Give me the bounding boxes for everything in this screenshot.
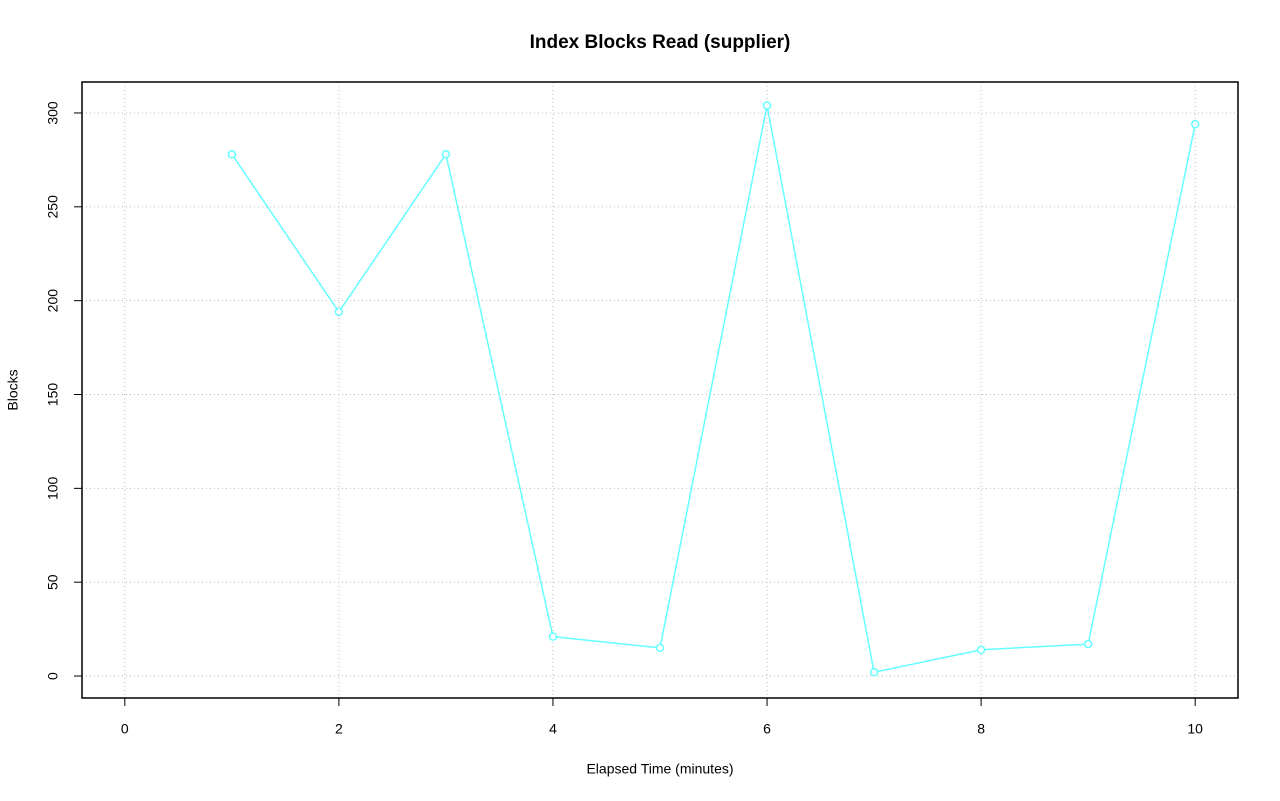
x-tick-label: 10 [1187,721,1203,737]
data-point [655,643,665,653]
data-point [869,668,879,677]
y-tick-label: 100 [45,476,61,500]
y-tick-label: 200 [45,289,61,313]
x-tick-label: 0 [121,721,129,737]
x-axis-label: Elapsed Time (minutes) [586,761,733,777]
data-line [231,105,1196,674]
y-tick-label: 0 [45,672,61,680]
data-point [441,150,451,159]
data-point [227,150,237,159]
x-tick-label: 2 [335,721,343,737]
data-point [976,645,986,655]
y-tick-label: 150 [45,383,61,407]
y-tick-label: 250 [45,195,61,219]
data-point [1083,639,1093,649]
data-point [548,632,558,641]
data-point [762,101,772,110]
x-tick-label: 6 [763,721,771,737]
data-point [334,307,344,317]
y-tick-label: 300 [45,101,61,125]
x-tick-label: 8 [977,721,985,737]
chart-title: Index Blocks Read (supplier) [530,32,791,53]
plot-frame [81,81,1239,699]
data-point [1190,119,1200,129]
y-axis-label: Blocks [5,369,21,410]
x-tick-label: 4 [549,721,557,737]
y-tick-label: 50 [45,574,61,590]
